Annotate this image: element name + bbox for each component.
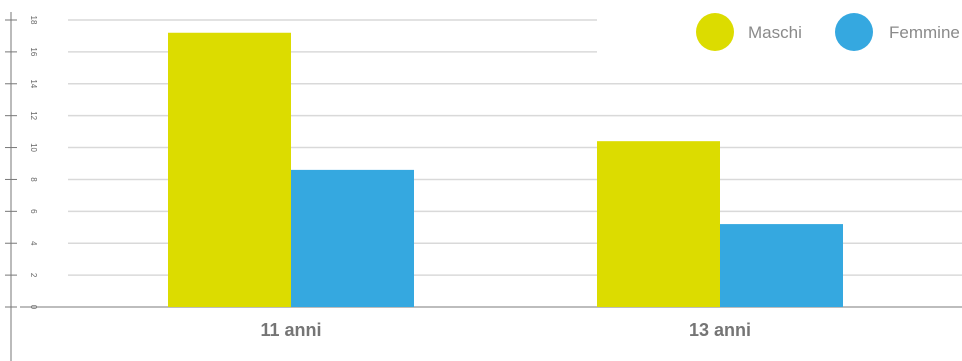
- bar-maschi-2: [597, 141, 720, 307]
- y-tick-label: 6: [29, 209, 38, 214]
- y-axis: 0 2 4 6 8 10 12 14 16 18: [5, 12, 38, 361]
- legend-label-maschi: Maschi: [748, 23, 802, 42]
- y-tick-label: 16: [29, 47, 38, 56]
- bar-femmine-1: [291, 169, 414, 307]
- y-tick-label: 12: [29, 111, 38, 120]
- y-tick-label: 14: [29, 79, 38, 88]
- y-tick-label: 4: [29, 241, 38, 246]
- legend: Maschi Femmine: [696, 13, 960, 51]
- category-label: 13 anni: [689, 320, 751, 340]
- bars: [168, 32, 843, 307]
- bar-maschi-1: [168, 32, 291, 307]
- legend-swatch-femmine: [835, 13, 873, 51]
- legend-label-femmine: Femmine: [889, 23, 960, 42]
- y-tick-label: 8: [29, 177, 38, 182]
- legend-swatch-maschi: [696, 13, 734, 51]
- bar-femmine-2: [720, 224, 843, 307]
- y-tick-label: 18: [29, 16, 38, 25]
- category-label: 11 anni: [260, 320, 321, 340]
- y-tick-label: 2: [29, 273, 38, 278]
- y-tick-label: 0: [29, 305, 38, 310]
- category-labels: 11 anni 13 anni: [260, 320, 751, 340]
- y-tick-label: 10: [29, 143, 38, 152]
